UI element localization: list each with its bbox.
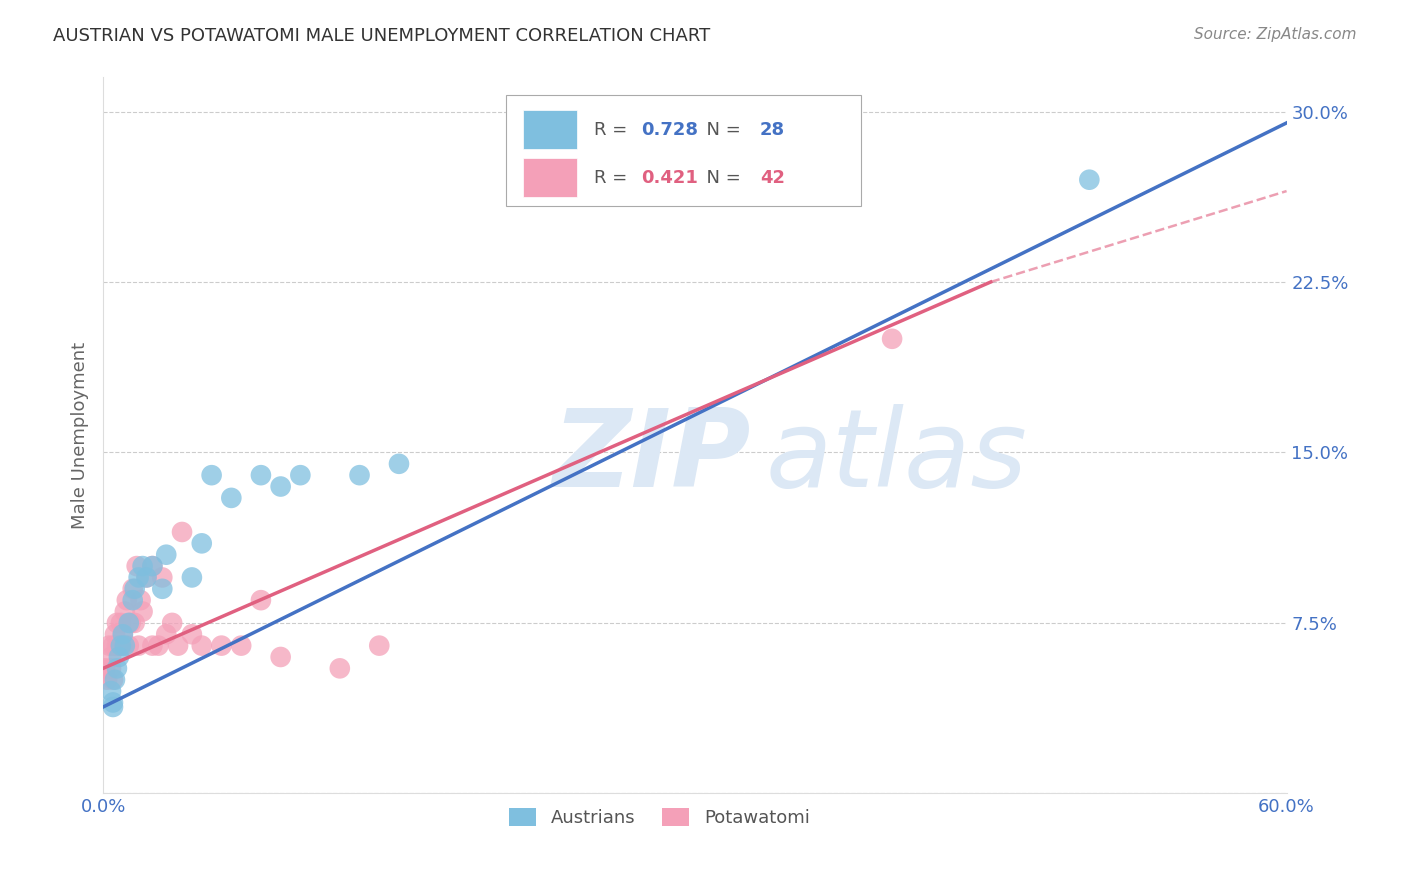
Point	[104, 673, 127, 687]
Point	[121, 593, 143, 607]
Text: N =: N =	[695, 120, 747, 138]
Point	[167, 639, 190, 653]
Point	[104, 627, 127, 641]
Text: AUSTRIAN VS POTAWATOMI MALE UNEMPLOYMENT CORRELATION CHART: AUSTRIAN VS POTAWATOMI MALE UNEMPLOYMENT…	[53, 27, 710, 45]
Legend: Austrians, Potawatomi: Austrians, Potawatomi	[502, 801, 817, 834]
Bar	[523, 110, 576, 149]
Point	[141, 559, 163, 574]
Point	[100, 650, 122, 665]
Point	[270, 650, 292, 665]
Point	[120, 615, 142, 630]
Point	[128, 639, 150, 653]
Point	[180, 570, 202, 584]
Text: N =: N =	[695, 169, 747, 186]
Point	[121, 582, 143, 596]
Point	[101, 695, 124, 709]
Point	[190, 639, 212, 653]
Point	[349, 468, 371, 483]
Point	[180, 627, 202, 641]
Point	[114, 639, 136, 653]
Point	[114, 605, 136, 619]
Point	[141, 639, 163, 653]
Point	[115, 593, 138, 607]
Point	[101, 700, 124, 714]
Point	[368, 639, 391, 653]
Point	[96, 673, 118, 687]
Point	[160, 615, 183, 630]
Point	[111, 627, 134, 641]
Point	[101, 673, 124, 687]
Point	[211, 639, 233, 653]
Text: atlas: atlas	[766, 404, 1028, 509]
Point	[118, 615, 141, 630]
Point	[150, 570, 173, 584]
Point	[125, 559, 148, 574]
Point	[105, 615, 128, 630]
Point	[98, 639, 121, 653]
Text: 28: 28	[761, 120, 785, 138]
Text: 0.728: 0.728	[641, 120, 699, 138]
Point	[1078, 172, 1101, 186]
Point	[880, 332, 903, 346]
Text: R =: R =	[595, 169, 633, 186]
Point	[250, 468, 273, 483]
Point	[201, 468, 224, 483]
Point	[135, 570, 157, 584]
Point	[111, 639, 134, 653]
Point	[148, 639, 170, 653]
Point	[388, 457, 411, 471]
Point	[170, 524, 193, 539]
Bar	[523, 158, 576, 197]
Point	[110, 615, 132, 630]
Text: 0.421: 0.421	[641, 169, 699, 186]
Point	[118, 639, 141, 653]
Point	[129, 593, 152, 607]
Text: Source: ZipAtlas.com: Source: ZipAtlas.com	[1194, 27, 1357, 42]
Point	[290, 468, 312, 483]
Point	[270, 479, 292, 493]
Point	[101, 639, 124, 653]
Point	[131, 605, 153, 619]
Point	[105, 639, 128, 653]
Point	[135, 570, 157, 584]
Point	[100, 661, 122, 675]
Text: ZIP: ZIP	[553, 404, 751, 510]
Point	[329, 661, 352, 675]
Y-axis label: Male Unemployment: Male Unemployment	[72, 342, 89, 529]
Point	[124, 615, 146, 630]
Text: R =: R =	[595, 120, 633, 138]
Point	[155, 627, 177, 641]
Point	[131, 559, 153, 574]
Point	[105, 661, 128, 675]
Point	[128, 570, 150, 584]
FancyBboxPatch shape	[506, 95, 860, 206]
Point	[124, 582, 146, 596]
Point	[250, 593, 273, 607]
Point	[94, 661, 117, 675]
Point	[155, 548, 177, 562]
Point	[141, 559, 163, 574]
Point	[110, 639, 132, 653]
Point	[150, 582, 173, 596]
Point	[108, 639, 131, 653]
Point	[100, 684, 122, 698]
Point	[231, 639, 253, 653]
Text: 42: 42	[761, 169, 785, 186]
Point	[108, 650, 131, 665]
Point	[221, 491, 243, 505]
Point	[190, 536, 212, 550]
Point	[111, 627, 134, 641]
